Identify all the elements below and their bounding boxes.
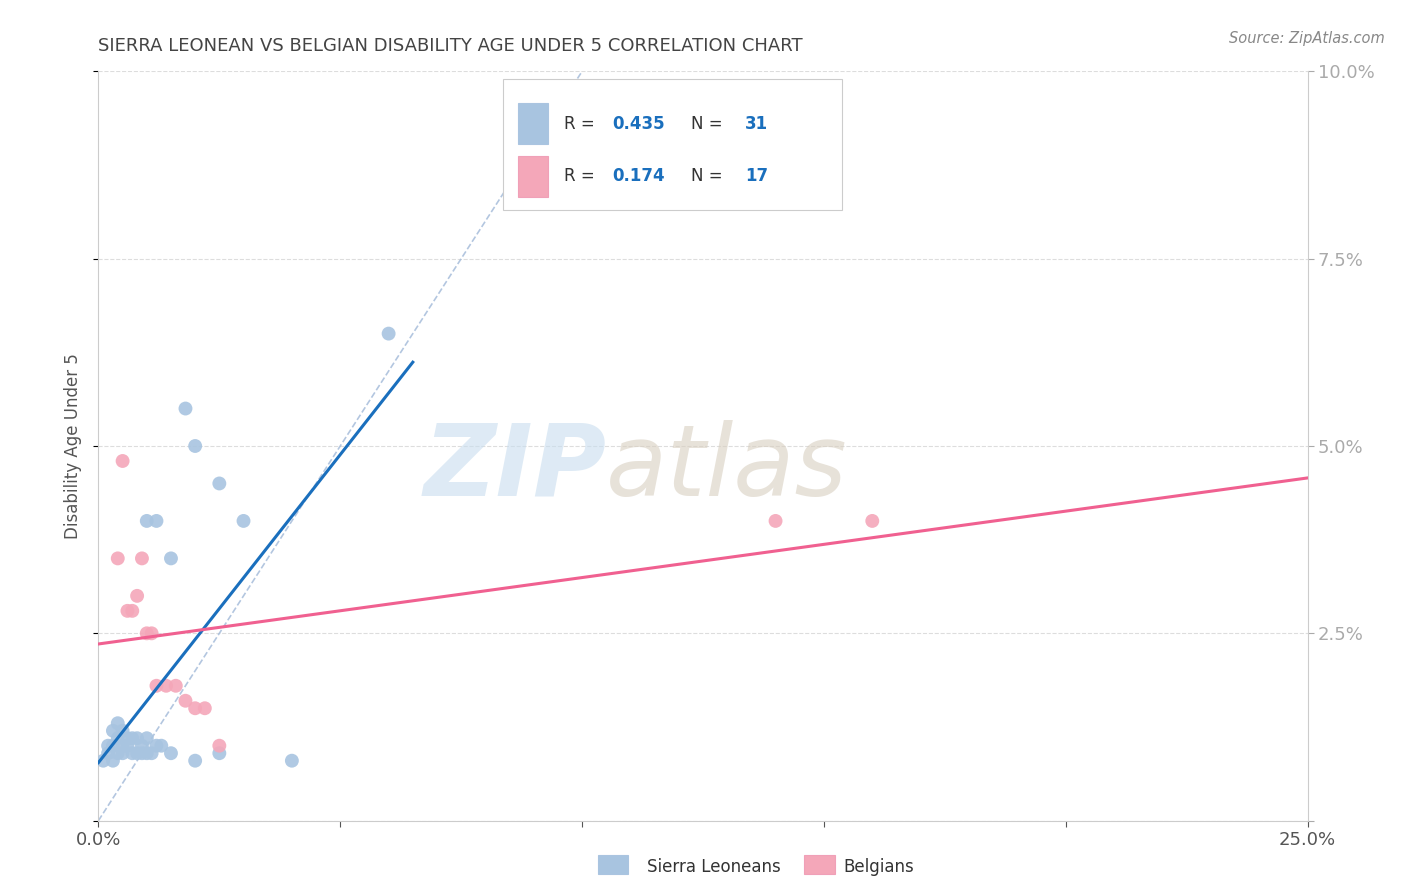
Point [131,746,153,760]
Text: SIERRA LEONEAN VS BELGIAN DISABILITY AGE UNDER 5 CORRELATION CHART: SIERRA LEONEAN VS BELGIAN DISABILITY AGE… [98,37,803,54]
Bar [517,155,548,197]
Point [91,754,114,768]
Point [101,754,124,768]
Point [160,551,183,566]
Point [155,679,177,693]
Point [145,514,167,528]
Point [135,626,157,640]
Point [160,746,183,760]
Point [101,723,124,738]
Point [184,701,207,715]
Text: 0.435: 0.435 [613,115,665,133]
Point [107,716,129,731]
Point [208,739,231,753]
Point [281,754,304,768]
Point [860,514,883,528]
Point [377,326,399,341]
Bar [804,855,835,874]
Point [117,604,139,618]
Bar [598,855,628,874]
Point [101,739,124,753]
Point [111,723,134,738]
Point [174,401,197,416]
Point [232,514,254,528]
Text: Sierra Leoneans: Sierra Leoneans [647,858,780,876]
Point [111,454,134,468]
Point [135,514,157,528]
Point [150,739,173,753]
Text: N =: N = [690,115,728,133]
Point [111,739,134,753]
Text: Belgians: Belgians [844,858,914,876]
Point [127,746,149,760]
Point [107,551,129,566]
Text: 0.174: 0.174 [613,168,665,186]
Point [194,701,217,715]
Point [127,731,149,746]
Point [184,439,207,453]
Text: R =: R = [564,115,600,133]
Text: 17: 17 [745,168,769,186]
Point [165,679,187,693]
Point [131,551,153,566]
Text: atlas: atlas [606,420,848,517]
Point [765,514,787,528]
Point [111,746,134,760]
Point [127,589,149,603]
Point [131,739,153,753]
Point [174,694,197,708]
Point [208,746,231,760]
Y-axis label: Disability Age Under 5: Disability Age Under 5 [65,353,83,539]
Point [107,746,129,760]
Point [208,476,231,491]
FancyBboxPatch shape [503,78,842,210]
Text: Source: ZipAtlas.com: Source: ZipAtlas.com [1229,31,1385,46]
Text: N =: N = [690,168,728,186]
Point [97,746,120,760]
Point [184,754,207,768]
Point [121,604,143,618]
Text: 31: 31 [745,115,769,133]
Point [107,731,129,746]
Bar [517,103,548,145]
Point [141,746,163,760]
Point [145,679,167,693]
Point [117,731,139,746]
Point [117,739,139,753]
Point [141,626,163,640]
Point [145,739,167,753]
Point [97,739,120,753]
Point [135,746,157,760]
Point [121,746,143,760]
Text: ZIP: ZIP [423,420,606,517]
Text: R =: R = [564,168,600,186]
Point [135,731,157,746]
Point [121,731,143,746]
